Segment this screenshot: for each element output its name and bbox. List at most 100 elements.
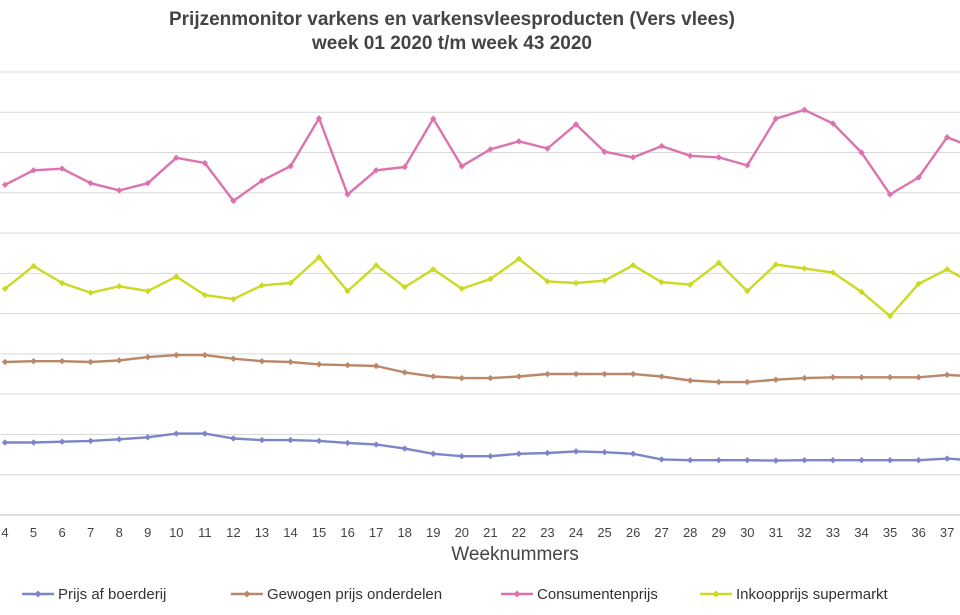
legend-marker bbox=[513, 590, 521, 598]
data-point bbox=[915, 174, 922, 181]
data-point bbox=[372, 262, 380, 269]
x-tick-label: 26 bbox=[626, 525, 640, 540]
data-point bbox=[687, 457, 694, 464]
legend-label: Gewogen prijs onderdelen bbox=[267, 586, 442, 603]
data-point bbox=[258, 357, 266, 365]
x-tick-label: 6 bbox=[58, 525, 65, 540]
data-point bbox=[201, 430, 209, 437]
data-point bbox=[401, 369, 408, 376]
data-point bbox=[258, 282, 266, 289]
data-point bbox=[515, 373, 523, 380]
data-point bbox=[30, 167, 37, 174]
data-point bbox=[1, 439, 9, 446]
data-point bbox=[30, 357, 37, 365]
data-point bbox=[601, 277, 608, 284]
data-point bbox=[544, 370, 551, 378]
data-point bbox=[858, 457, 865, 464]
x-tick-label: 28 bbox=[683, 525, 697, 540]
data-point bbox=[744, 162, 751, 169]
x-tick-label: 7 bbox=[87, 525, 94, 540]
data-point bbox=[30, 439, 37, 446]
data-point bbox=[458, 285, 465, 292]
data-point bbox=[858, 288, 865, 296]
data-point bbox=[886, 312, 894, 320]
data-point bbox=[230, 197, 237, 205]
data-point bbox=[772, 457, 780, 464]
data-point bbox=[116, 357, 123, 364]
data-point bbox=[487, 146, 494, 153]
data-point bbox=[173, 430, 180, 437]
data-point bbox=[658, 456, 665, 463]
data-point bbox=[715, 457, 722, 464]
legend-label: Consumentenprijs bbox=[537, 586, 658, 603]
x-axis-label: Weeknummers bbox=[451, 544, 578, 565]
data-point bbox=[744, 378, 751, 386]
data-point bbox=[915, 374, 922, 381]
data-point bbox=[601, 148, 608, 155]
data-point bbox=[87, 437, 94, 445]
data-point bbox=[30, 262, 37, 270]
data-point bbox=[58, 438, 66, 445]
data-point bbox=[458, 453, 465, 460]
data-point bbox=[287, 163, 294, 170]
x-tick-label: 29 bbox=[712, 525, 726, 540]
data-point bbox=[315, 115, 323, 122]
data-point bbox=[372, 362, 380, 370]
data-point bbox=[943, 371, 951, 379]
data-point bbox=[430, 115, 437, 122]
data-point bbox=[886, 457, 894, 464]
data-point bbox=[829, 269, 837, 276]
x-tick-labels: 4 5 6 7 8 9 10 11 12 13 14 15 16 17 18 19 20 21 22 23 24 25 26… bbox=[1, 525, 954, 540]
data-point bbox=[886, 191, 894, 198]
data-point bbox=[344, 361, 351, 369]
legend-marker bbox=[243, 590, 251, 598]
data-point bbox=[1, 285, 9, 292]
legend: Prijs af boerderij Gewogen prijs onderdel… bbox=[22, 586, 889, 603]
data-point bbox=[372, 441, 380, 448]
legend-marker bbox=[34, 590, 42, 598]
series-prijs-af-boerderij bbox=[1, 430, 960, 464]
data-point bbox=[458, 163, 465, 170]
data-point bbox=[915, 280, 922, 288]
legend-item: Consumentenprijs bbox=[501, 586, 658, 603]
data-point bbox=[230, 355, 237, 362]
x-tick-label: 16 bbox=[340, 525, 354, 540]
data-point bbox=[401, 283, 408, 291]
data-point bbox=[287, 279, 294, 287]
data-point bbox=[744, 457, 751, 464]
data-point bbox=[258, 177, 266, 184]
data-point bbox=[287, 358, 294, 366]
data-point bbox=[315, 254, 323, 261]
x-tick-label: 25 bbox=[597, 525, 611, 540]
data-point bbox=[401, 163, 408, 171]
data-point bbox=[572, 370, 580, 378]
data-point bbox=[1, 358, 9, 366]
series-line bbox=[4, 256, 960, 318]
legend-marker bbox=[712, 590, 720, 598]
data-point bbox=[915, 457, 922, 464]
data-point bbox=[943, 455, 951, 462]
data-point bbox=[629, 262, 637, 269]
legend-label: Inkoopprijs supermarkt bbox=[736, 586, 889, 603]
data-point bbox=[1, 181, 9, 188]
data-point bbox=[572, 448, 580, 455]
data-point bbox=[829, 120, 837, 127]
data-point bbox=[544, 278, 551, 285]
x-tick-label: 37 bbox=[940, 525, 954, 540]
x-tick-label: 18 bbox=[397, 525, 411, 540]
data-point bbox=[687, 281, 694, 288]
x-tick-label: 33 bbox=[826, 525, 840, 540]
data-point bbox=[344, 287, 351, 295]
data-point bbox=[230, 295, 237, 303]
chart-title: Prijzenmonitor varkens en varkensvleespr… bbox=[168, 9, 736, 30]
x-tick-label: 34 bbox=[854, 525, 868, 540]
data-point bbox=[572, 279, 580, 287]
x-tick-label: 31 bbox=[769, 525, 783, 540]
chart-subtitle: week 01 2020 t/m week 43 2020 bbox=[312, 33, 592, 54]
data-point bbox=[87, 358, 94, 366]
data-point bbox=[58, 165, 66, 172]
data-point bbox=[487, 275, 494, 283]
data-point bbox=[544, 449, 551, 457]
data-point bbox=[144, 353, 151, 361]
